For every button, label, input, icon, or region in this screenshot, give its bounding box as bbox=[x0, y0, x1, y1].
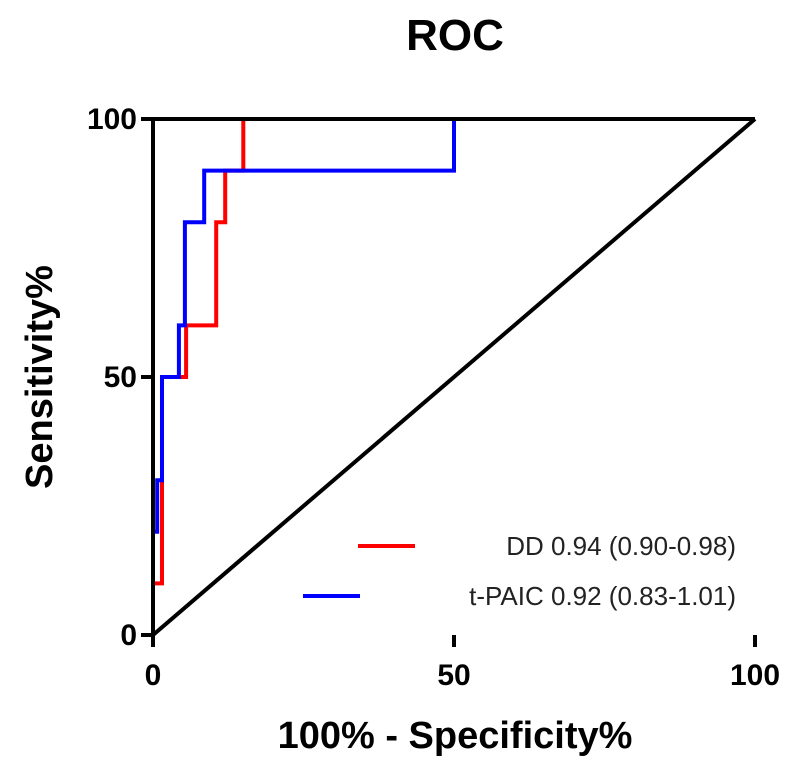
x-tick-label: 50 bbox=[437, 659, 470, 692]
chart-title: ROC bbox=[406, 11, 504, 60]
x-tick-label: 0 bbox=[145, 659, 162, 692]
series-layer bbox=[151, 117, 757, 637]
y-tick-label: 50 bbox=[104, 361, 137, 394]
legend-label-0: DD 0.94 (0.90-0.98) bbox=[506, 531, 736, 561]
legend-label-1: t-PAIC 0.92 (0.83-1.01) bbox=[469, 581, 736, 611]
x-tick-label: 100 bbox=[730, 659, 780, 692]
y-tick-label: 100 bbox=[87, 103, 137, 136]
ticks-layer: 0 50 100 0 50 100 bbox=[87, 103, 780, 692]
legend: DD 0.94 (0.90-0.98) t-PAIC 0.92 (0.83-1.0… bbox=[303, 531, 736, 611]
series-line-1 bbox=[151, 117, 755, 635]
diagonal-reference-line bbox=[151, 117, 757, 637]
y-axis-label: Sensitivity% bbox=[19, 265, 61, 489]
y-tick-label: 0 bbox=[120, 619, 137, 652]
x-axis-label: 100% - Specificity% bbox=[278, 715, 633, 757]
